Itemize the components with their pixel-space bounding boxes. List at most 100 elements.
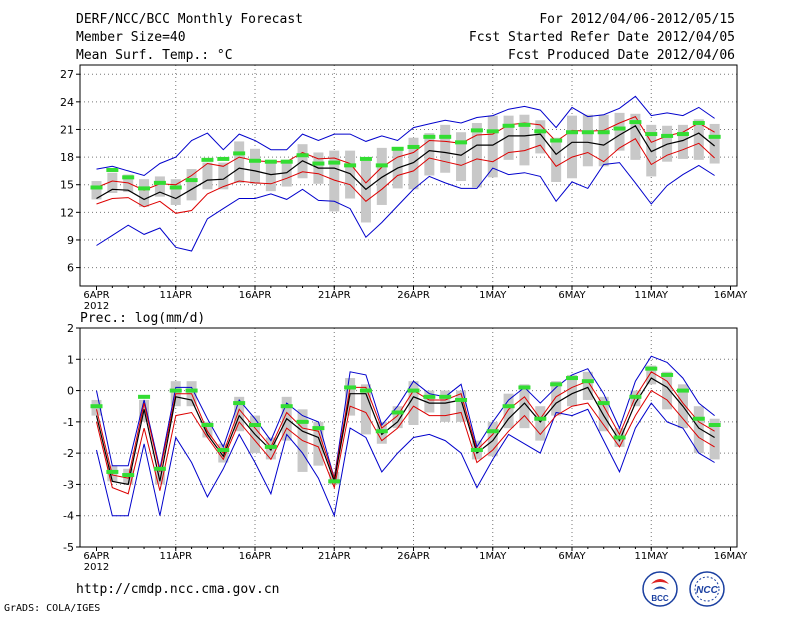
temp-obs-mark xyxy=(359,156,372,161)
temp-upper-line xyxy=(96,115,715,191)
prec-obs-mark xyxy=(106,469,119,474)
temp-obs-mark xyxy=(597,130,610,135)
prec-mean-line xyxy=(95,377,715,486)
temp-max-line xyxy=(96,95,715,177)
prec-panel-title: Prec.: log(mm/d) xyxy=(80,311,205,326)
temp-xtick-label: 16APR xyxy=(239,290,272,301)
temp-ytick-label: 6 xyxy=(67,262,74,275)
temp-obs-mark xyxy=(613,126,626,131)
temp-range-box xyxy=(598,114,609,167)
temp-range-box xyxy=(535,120,546,154)
prec-obs-mark xyxy=(597,401,610,406)
temp-range-box xyxy=(154,176,165,197)
prec-range-box xyxy=(424,390,435,413)
prec-obs-mark xyxy=(185,388,198,393)
prec-obs-mark xyxy=(359,388,372,393)
fcst-started-date: Fcst Started Refer Date 2012/04/05 xyxy=(468,30,735,45)
ncc-logo-text: NCC xyxy=(696,585,718,596)
prec-ytick-label: -4 xyxy=(63,510,74,523)
temp-range-box xyxy=(503,115,514,160)
prec-obs-mark xyxy=(661,372,674,377)
prec-obs-mark xyxy=(296,419,309,424)
temp-obs-mark xyxy=(486,129,499,134)
temp-range-box xyxy=(709,123,720,164)
temp-obs-mark xyxy=(312,161,325,166)
temp-obs-mark xyxy=(676,132,689,137)
temp-obs-mark xyxy=(566,130,578,135)
chart-title: DERF/NCC/BCC Monthly Forecast xyxy=(76,12,303,27)
prec-obs-mark xyxy=(391,410,404,415)
temp-obs-mark xyxy=(153,180,166,185)
temp-obs-mark xyxy=(692,121,705,126)
prec-obs-mark xyxy=(201,422,214,427)
prec-ytick-label: 2 xyxy=(67,322,74,335)
prec-obs-mark xyxy=(169,388,182,393)
prec-obs-mark xyxy=(264,444,277,449)
prec-range-box xyxy=(709,418,720,460)
temp-obs-mark xyxy=(106,167,119,172)
prec-obs-mark xyxy=(486,429,499,434)
forecast-period: For 2012/04/06-2012/05/15 xyxy=(539,12,735,27)
prec-obs-mark xyxy=(249,422,261,427)
prec-obs-mark xyxy=(676,388,689,393)
prec-obs-mark xyxy=(312,426,325,431)
prec-obs-mark xyxy=(708,422,721,427)
prec-range-box xyxy=(582,371,593,400)
prec-obs-mark xyxy=(138,394,151,399)
temp-obs-mark xyxy=(502,123,515,128)
temp-frame xyxy=(79,64,738,287)
temp-obs-mark xyxy=(708,134,721,139)
temp-obs-mark xyxy=(375,163,388,168)
prec-range-box xyxy=(408,381,419,425)
prec-obs-mark xyxy=(217,448,230,453)
temp-range-box xyxy=(551,137,562,182)
temp-range-box xyxy=(614,112,625,151)
temp-obs-mark xyxy=(344,163,357,168)
prec-obs-mark xyxy=(407,388,420,393)
prec-obs-mark xyxy=(280,404,293,409)
prec-obs-mark xyxy=(581,379,594,384)
prec-xtick-label: 6APR xyxy=(83,551,109,562)
temp-xtick-label: 21APR xyxy=(318,290,351,301)
prec-range-box xyxy=(567,374,577,407)
temp-ytick-label: 12 xyxy=(60,206,74,219)
prec-xtick-label: 16MAY xyxy=(714,551,748,562)
prec-range-box xyxy=(646,365,657,385)
prec-obs-mark xyxy=(233,401,246,406)
temp-xtick-label: 11MAY xyxy=(634,290,668,301)
temp-range-box xyxy=(487,115,498,178)
temp-range-box xyxy=(630,113,641,160)
bcc-logo-text: BCC xyxy=(651,594,669,603)
temp-obs-mark xyxy=(470,128,483,133)
temp-range-box xyxy=(186,169,197,201)
prec-xtick-label: 11MAY xyxy=(634,551,668,562)
temp-range-box xyxy=(218,162,229,190)
temp-range-box xyxy=(456,132,467,182)
ncc-logo-icon: NCC xyxy=(689,571,725,607)
temp-lower-line xyxy=(96,138,715,214)
temp-obs-mark xyxy=(534,129,547,134)
prec-obs-mark xyxy=(629,394,642,399)
temp-obs-mark xyxy=(296,153,309,158)
prec-obs-mark xyxy=(613,435,626,440)
temp-range-box xyxy=(202,162,213,190)
source-url-link[interactable]: http://cmdp.ncc.cma.gov.cn xyxy=(76,582,280,597)
temp-ytick-label: 18 xyxy=(60,151,74,164)
temp-range-box xyxy=(376,147,387,205)
bcc-logo-icon: BCC xyxy=(642,571,678,607)
prec-ytick-label: -1 xyxy=(63,416,74,429)
prec-obs-mark xyxy=(375,429,388,434)
prec-ytick-label: -2 xyxy=(63,447,74,460)
prec-range-box xyxy=(519,384,530,429)
temp-range-box xyxy=(567,115,577,179)
prec-obs-mark xyxy=(328,479,341,484)
temp-range-box xyxy=(345,150,356,199)
temp-obs-mark xyxy=(439,134,452,139)
temp-xtick-label: 1MAY xyxy=(479,290,507,301)
prec-range-box xyxy=(440,390,451,422)
temp-obs-mark xyxy=(328,160,341,165)
temp-obs-mark xyxy=(550,138,563,143)
prec-range-box xyxy=(360,384,371,435)
